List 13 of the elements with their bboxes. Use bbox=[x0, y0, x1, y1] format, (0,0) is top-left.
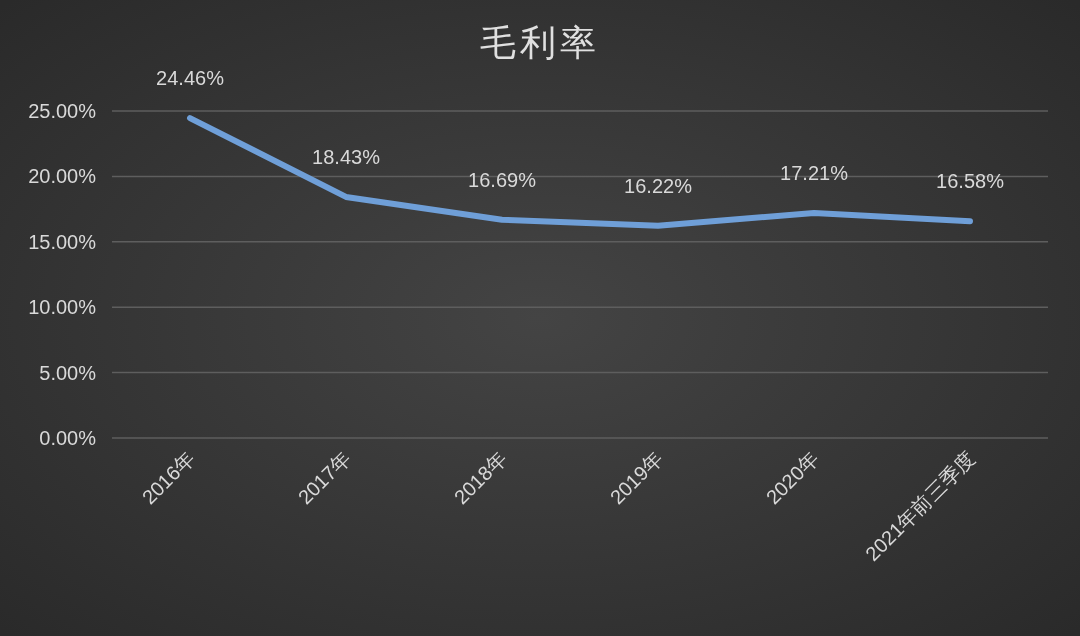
data-label: 16.22% bbox=[624, 174, 693, 197]
data-label: 17.21% bbox=[780, 161, 849, 184]
data-label: 24.46% bbox=[156, 67, 225, 90]
y-tick-label: 10.00% bbox=[28, 296, 97, 319]
y-tick-label: 15.00% bbox=[28, 230, 97, 253]
y-tick-label: 25.00% bbox=[28, 100, 97, 122]
y-tick-label: 20.00% bbox=[28, 165, 97, 188]
data-label: 16.58% bbox=[936, 170, 1005, 193]
chart-title: 毛利率 bbox=[480, 22, 600, 63]
y-tick-label: 0.00% bbox=[39, 427, 97, 449]
data-label: 16.69% bbox=[468, 168, 537, 191]
y-tick-label: 5.00% bbox=[39, 361, 97, 384]
data-label: 18.43% bbox=[312, 145, 381, 168]
